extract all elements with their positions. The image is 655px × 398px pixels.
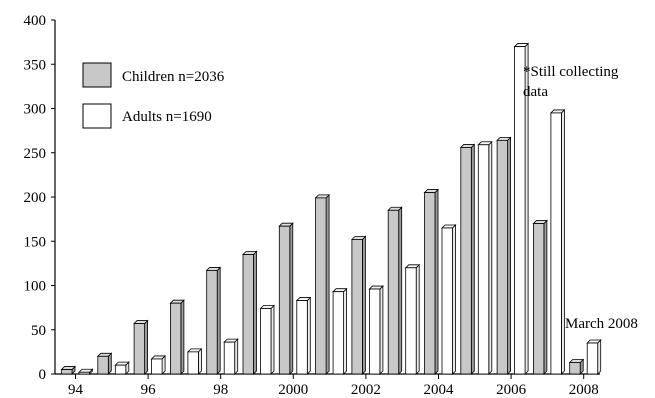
bar-adults (586, 339, 602, 375)
y-axis-ticks: 0 50 100 150 200 250 300 350 400 (24, 13, 55, 383)
bar-adults (441, 224, 457, 375)
legend: Children n=2036 Adults n=1690 (82, 62, 225, 129)
x-tick-label: 2000 (278, 382, 308, 398)
y-tick-label: 100 (24, 279, 47, 295)
annotation-still-collecting: *Still collecting (523, 64, 619, 80)
bar-children (60, 365, 76, 375)
bar-children (169, 299, 185, 375)
x-tick-label: 98 (213, 382, 228, 398)
legend-label-adults: Adults n=1690 (122, 109, 212, 125)
bars (60, 42, 602, 375)
x-tick-label: 2002 (351, 382, 381, 398)
y-tick-label: 250 (24, 146, 47, 162)
bar-adults (404, 263, 421, 375)
y-tick-label: 150 (24, 234, 47, 250)
y-tick-label: 400 (24, 13, 47, 29)
legend-label-children: Children n=2036 (122, 69, 225, 85)
bar-adults (549, 108, 566, 375)
bar-adults (368, 285, 384, 375)
bar-children (350, 235, 367, 375)
x-tick-label: 96 (141, 382, 157, 398)
bar-adults (513, 42, 530, 375)
bar-children (387, 206, 403, 375)
bar-children (314, 193, 331, 375)
annotation-march-2008: March 2008 (565, 316, 638, 332)
bar-children (568, 358, 585, 375)
bar-children (459, 143, 476, 375)
y-tick-label: 300 (24, 102, 47, 118)
bar-children (532, 219, 548, 375)
bar-adults (223, 338, 239, 375)
bar-adults (78, 368, 94, 375)
x-tick-label: 2008 (569, 382, 599, 398)
bar-children (205, 266, 222, 375)
x-tick-label: 94 (68, 382, 84, 398)
bar-children (96, 352, 113, 375)
bar-children (133, 319, 149, 375)
bar-adults (186, 347, 203, 375)
bar-adults (114, 361, 130, 375)
annotation-still-collecting-data: data (523, 84, 548, 100)
bar-adults (295, 296, 312, 375)
x-axis-ticks: 94 96 98 2000 2002 2004 2006 2008 (68, 374, 599, 398)
bar-adults (477, 140, 493, 375)
bar-adults (259, 304, 275, 375)
bar-children (242, 250, 258, 375)
y-tick-label: 350 (24, 57, 47, 73)
bar-children (423, 188, 439, 375)
y-tick-label: 200 (24, 190, 47, 206)
bar-adults (150, 354, 167, 375)
legend-swatch-children (82, 62, 112, 88)
bar-adults (332, 287, 348, 375)
y-tick-label: 50 (31, 323, 46, 339)
legend-swatch-adults (82, 103, 112, 129)
x-tick-label: 2006 (496, 382, 527, 398)
bar-children (496, 136, 512, 375)
bar-children (278, 222, 294, 375)
y-tick-label: 0 (39, 367, 47, 383)
x-tick-label: 2004 (424, 382, 455, 398)
